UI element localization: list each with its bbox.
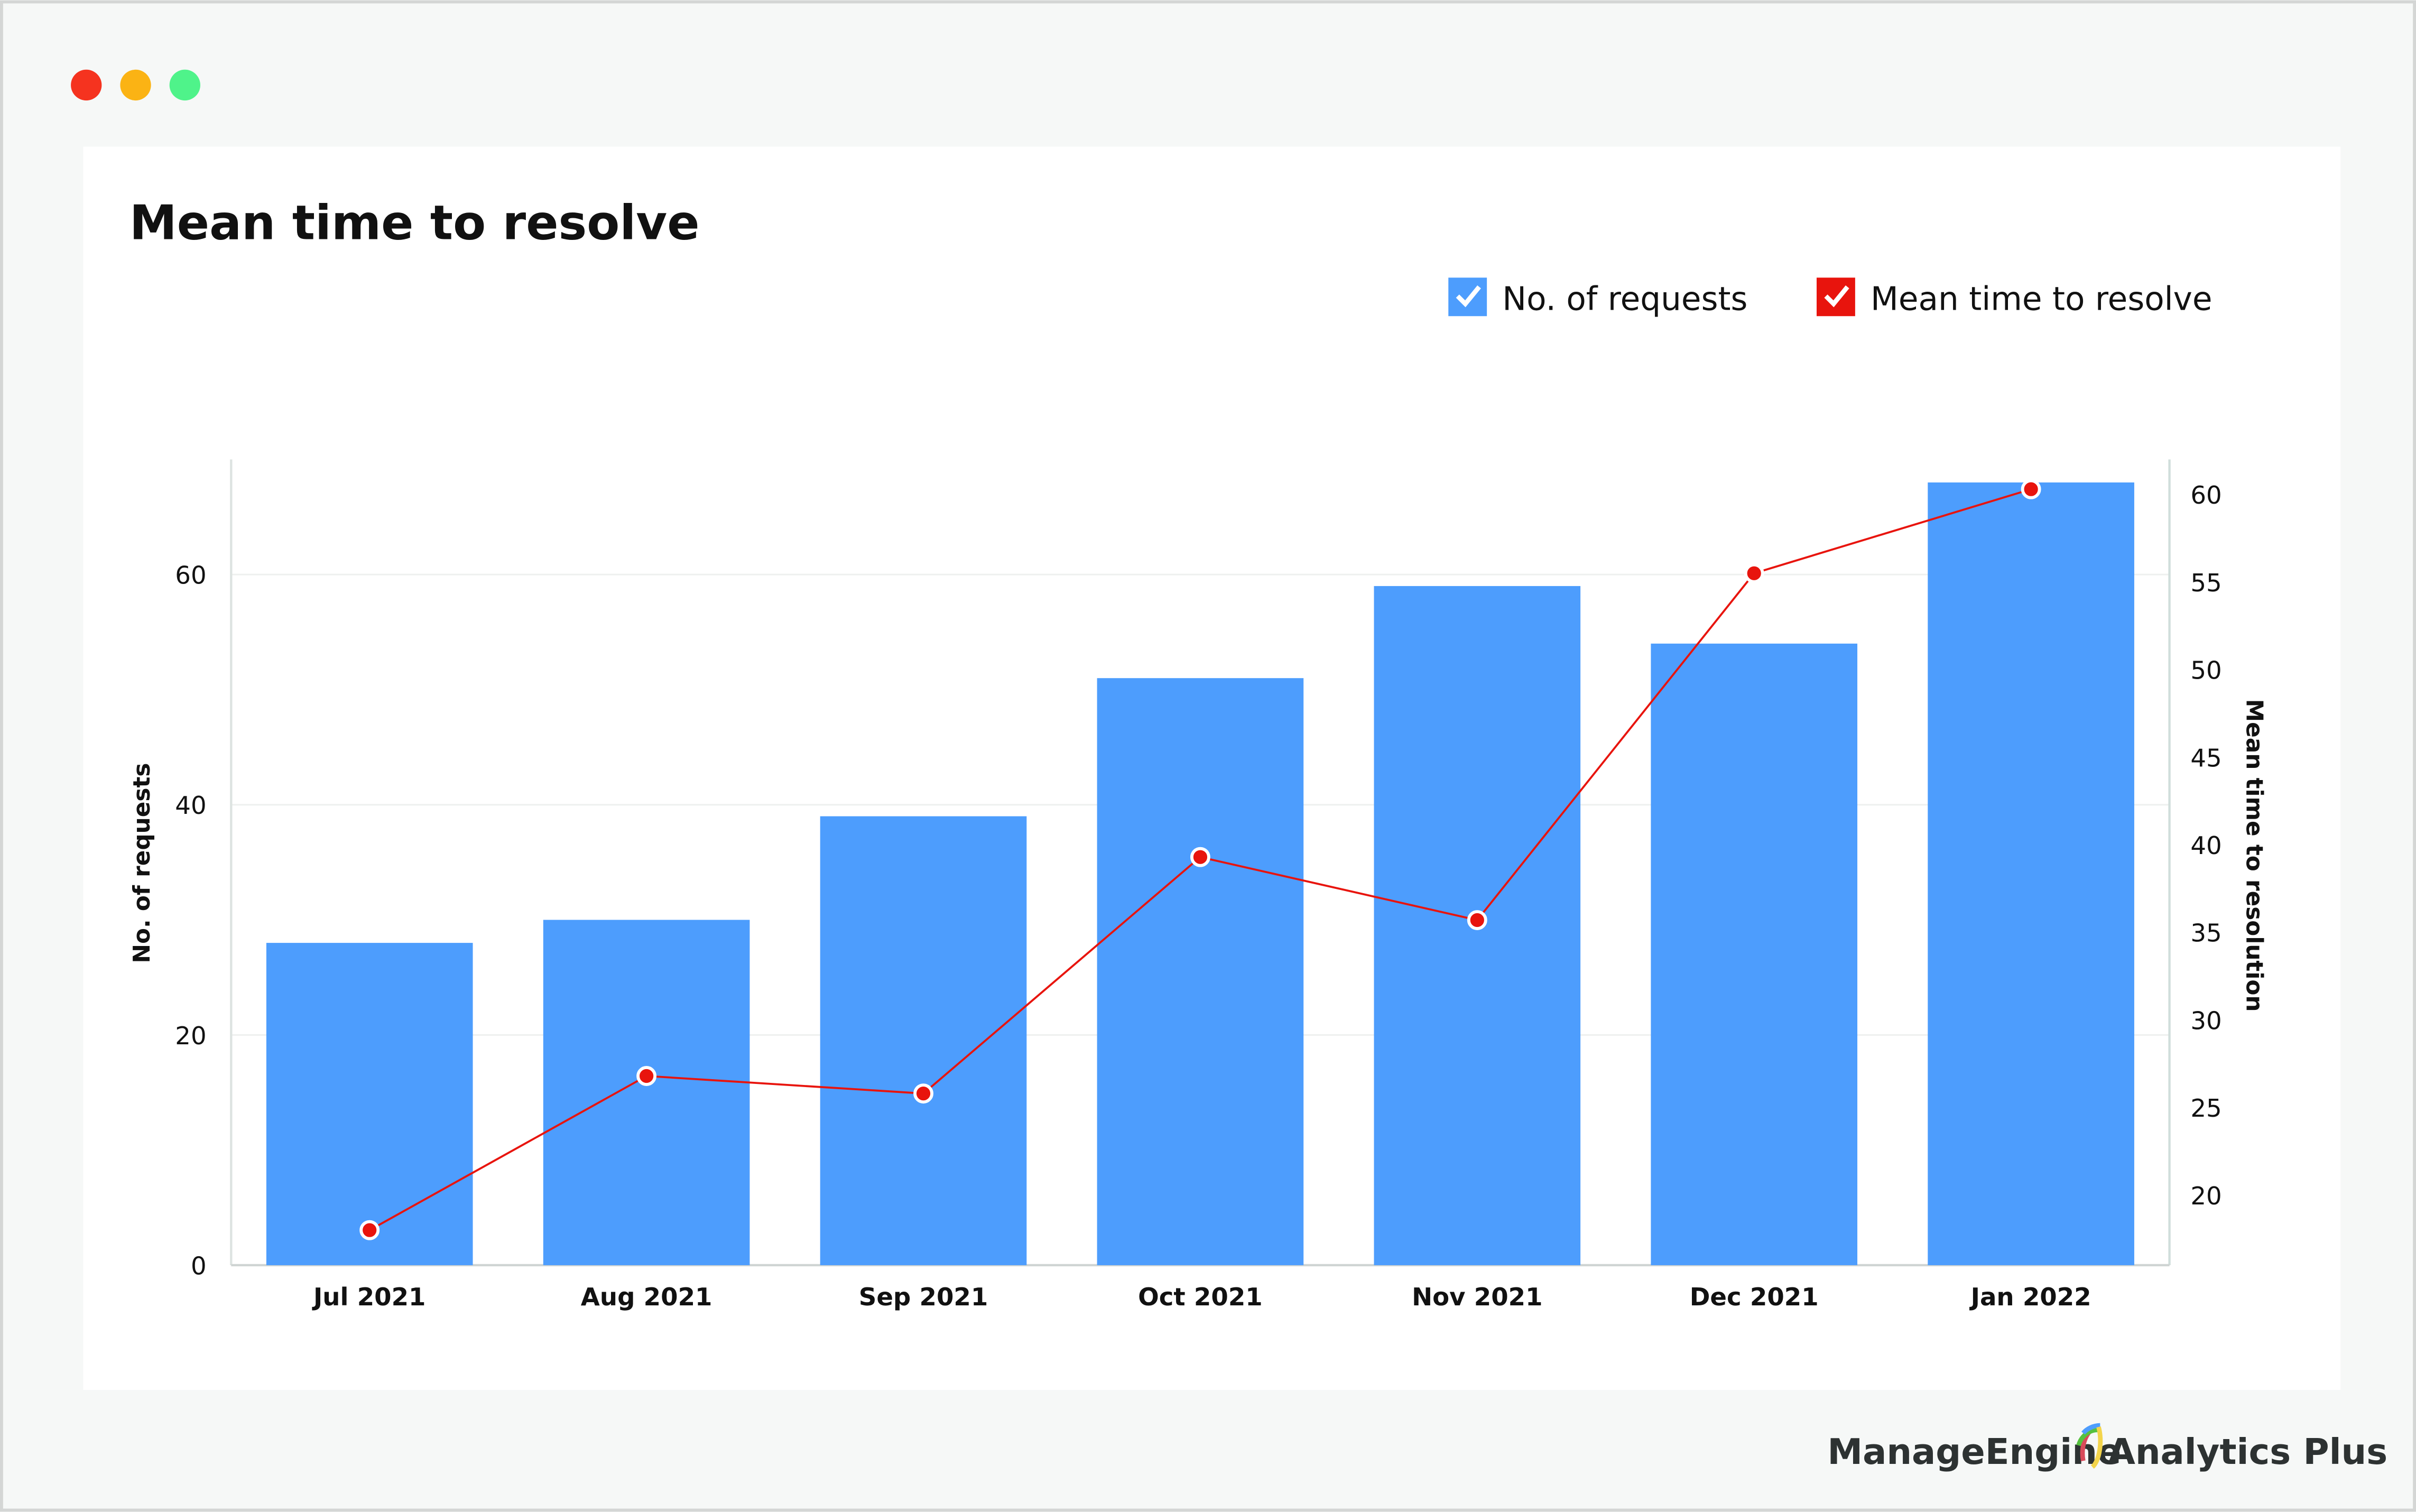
y-tick-label: 20 — [175, 1022, 206, 1050]
logo-arc-icon — [2090, 1426, 2103, 1469]
close-window-button[interactable] — [71, 69, 102, 101]
legend-item-requests[interactable]: No. of requests — [1448, 277, 1747, 318]
y2-tick-label: 40 — [2190, 831, 2221, 860]
legend-item-mttr[interactable]: Mean time to resolve — [1816, 277, 2213, 318]
mttr-point-oct-2021[interactable] — [1190, 847, 1210, 867]
x-tick-label: Jan 2022 — [1969, 1283, 2091, 1311]
logo-arc-icon — [2081, 1423, 2100, 1435]
chart-title: Mean time to resolve — [129, 195, 700, 251]
checkbox-checked-icon[interactable] — [1448, 277, 1487, 317]
y-axis-label: No. of requests — [128, 763, 155, 963]
y2-tick-label: 25 — [2190, 1094, 2221, 1123]
bar-jan-2022[interactable] — [1928, 482, 2134, 1265]
checkmark-icon — [1456, 285, 1481, 308]
bar-dec-2021[interactable] — [1651, 643, 1858, 1265]
product-name: Analytics Plus — [2108, 1431, 2387, 1472]
bar-sep-2021[interactable] — [820, 816, 1027, 1265]
y2-tick-label: 35 — [2190, 919, 2221, 948]
y2-tick-label: 55 — [2190, 569, 2221, 597]
x-tick-label: Dec 2021 — [1690, 1283, 1819, 1311]
mttr-point-dec-2021[interactable] — [1744, 563, 1764, 583]
y2-tick-label: 60 — [2190, 481, 2221, 509]
x-tick-label: Oct 2021 — [1138, 1283, 1263, 1311]
bar-jul-2021[interactable] — [266, 943, 473, 1265]
brand-name: ManageEngine — [1827, 1431, 2121, 1472]
checkmark-icon — [1824, 285, 1849, 308]
mttr-point-nov-2021[interactable] — [1467, 910, 1487, 930]
x-tick-label: Aug 2021 — [581, 1283, 712, 1311]
mttr-point-aug-2021[interactable] — [636, 1066, 657, 1086]
x-tick-label: Nov 2021 — [1412, 1283, 1542, 1311]
maximize-window-button[interactable] — [169, 69, 200, 101]
mttr-point-jan-2022[interactable] — [2021, 479, 2041, 499]
x-tick-label: Sep 2021 — [859, 1283, 988, 1311]
bar-aug-2021[interactable] — [543, 920, 750, 1265]
mttr-point-sep-2021[interactable] — [913, 1083, 933, 1104]
legend: No. of requests Mean time to resolve — [1448, 277, 2213, 318]
legend-label: No. of requests — [1502, 281, 1747, 318]
y2-tick-label: 50 — [2190, 656, 2221, 685]
legend-label: Mean time to resolve — [1871, 281, 2213, 318]
y-tick-label: 60 — [175, 561, 206, 590]
brand-logo: ManageEngine Analytics Plus — [1827, 1423, 2387, 1472]
y2-tick-label: 45 — [2190, 744, 2221, 772]
bar-oct-2021[interactable] — [1097, 678, 1304, 1265]
minimize-window-button[interactable] — [120, 69, 151, 101]
y2-tick-label: 20 — [2190, 1182, 2221, 1210]
mttr-point-jul-2021[interactable] — [359, 1220, 380, 1240]
y2-tick-label: 30 — [2190, 1006, 2221, 1035]
y-tick-label: 0 — [191, 1251, 207, 1280]
y-tick-label: 40 — [175, 791, 206, 820]
y2-axis-label: Mean time to resolution — [2241, 699, 2267, 1012]
checkbox-checked-icon[interactable] — [1816, 277, 1855, 317]
x-tick-label: Jul 2021 — [312, 1283, 426, 1311]
